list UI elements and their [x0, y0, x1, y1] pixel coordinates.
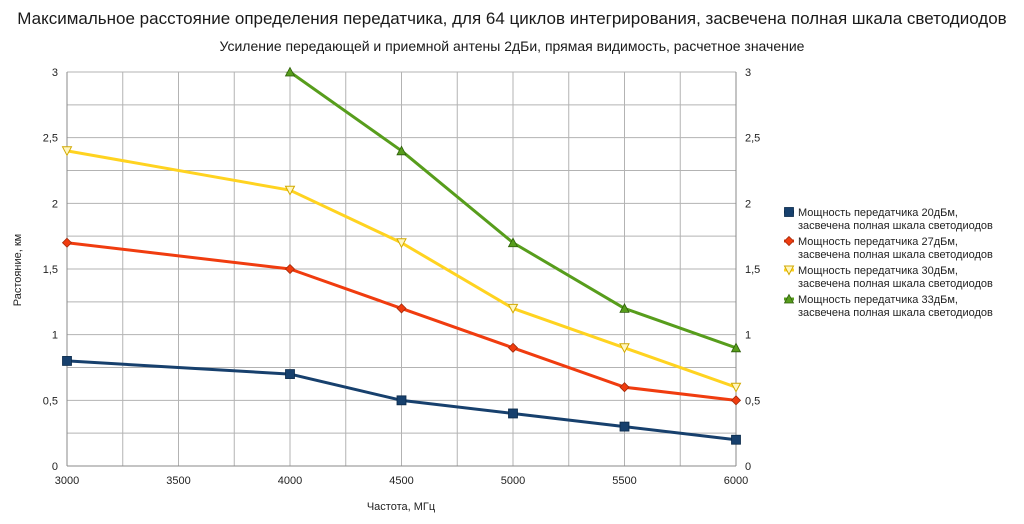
legend-label-1-line2: засвечена полная шкала светодиодов	[798, 220, 993, 232]
legend-label-3: Мощность передатчика 30дБм,	[798, 265, 958, 277]
legend-label-3-line2: засвечена полная шкала светодиодов	[798, 278, 993, 290]
y-tick-label-right: 2,5	[745, 133, 760, 145]
tick-labels: 3000 3500 4000 4500 5000 5500 6000 0 0,5 1 1,5 2 2,5…	[43, 67, 761, 487]
y-tick-label-right: 2	[745, 198, 751, 210]
series-line-4	[284, 72, 736, 350]
y-tick-label-left: 3	[52, 67, 58, 79]
legend-marker-2	[783, 235, 795, 247]
data-point-3	[396, 238, 407, 249]
chart-title: Максимальное расстояние определения пере…	[17, 9, 1006, 28]
x-tick-label: 3500	[166, 475, 190, 487]
legend-label-2: Мощность передатчика 27дБм,	[798, 236, 958, 248]
y-tick-label-left: 1	[52, 330, 58, 342]
series-group	[67, 72, 736, 442]
legend-label-2-line2: засвечена полная шкала светодиодов	[798, 249, 993, 261]
series-line-1	[67, 359, 736, 442]
data-point-1	[508, 408, 518, 419]
markers-group	[61, 66, 742, 445]
grid	[66, 71, 737, 467]
data-point-4	[507, 237, 519, 248]
data-point-3	[730, 382, 742, 393]
data-point-1	[619, 421, 630, 432]
data-point-3	[619, 343, 630, 354]
series-line-2	[67, 241, 736, 402]
x-tick-label: 6000	[724, 475, 748, 487]
legend-label-4: Мощность передатчика 33дБм,	[798, 294, 958, 306]
y-tick-label-right: 1,5	[745, 264, 760, 276]
y-tick-label-right: 3	[745, 67, 751, 79]
y-tick-label-left: 2,5	[43, 133, 58, 145]
data-point-3	[61, 146, 73, 157]
legend-marker-3	[783, 265, 795, 276]
legend-label-1: Мощность передатчика 20дБм,	[798, 207, 958, 219]
data-point-3	[507, 303, 519, 314]
y-tick-label-right: 0	[745, 461, 751, 473]
x-axis-label: Частота, МГц	[367, 501, 436, 513]
data-point-1	[62, 356, 72, 366]
data-point-4	[396, 145, 407, 156]
data-point-1	[285, 369, 295, 379]
data-point-1	[396, 395, 407, 406]
y-axis-label: Растояние, км	[12, 234, 24, 306]
series-line-3	[67, 149, 736, 389]
x-tick-label: 4500	[389, 475, 413, 487]
data-point-2	[61, 237, 73, 248]
x-tick-label: 3000	[55, 475, 79, 487]
data-point-4	[730, 342, 742, 353]
x-tick-label: 5500	[612, 475, 636, 487]
data-point-1	[731, 434, 741, 445]
x-tick-label: 4000	[278, 475, 302, 487]
legend-marker-4	[783, 293, 795, 304]
data-point-2	[619, 382, 630, 393]
data-point-2	[730, 395, 742, 406]
y-tick-label-right: 1	[745, 330, 751, 342]
legend-marker-1	[784, 207, 794, 217]
y-tick-label-left: 1,5	[43, 264, 58, 276]
legend: Мощность передатчика 20дБм,засвечена пол…	[783, 207, 993, 319]
chart-subtitle: Усиление передающей и приемной антены 2д…	[220, 38, 805, 54]
legend-label-4-line2: засвечена полная шкала светодиодов	[798, 307, 993, 319]
data-point-4	[619, 303, 630, 313]
data-point-2	[396, 303, 407, 314]
y-tick-label-left: 0,5	[43, 395, 58, 407]
data-point-2	[284, 263, 296, 275]
y-tick-label-right: 0,5	[745, 395, 760, 407]
y-tick-label-left: 2	[52, 198, 58, 210]
data-point-2	[507, 342, 519, 353]
data-point-4	[284, 66, 296, 77]
data-point-3	[284, 185, 296, 196]
y-tick-label-left: 0	[52, 461, 58, 473]
x-tick-label: 5000	[501, 475, 525, 487]
